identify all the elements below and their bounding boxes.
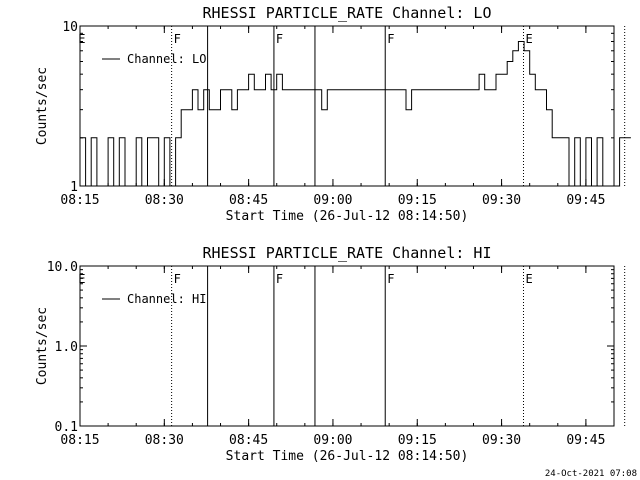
legend-entry: Channel: LO [127,52,206,66]
x-tick-label: 09:30 [482,433,521,448]
event-flag-label: F [276,272,283,286]
footer-timestamp: 24-Oct-2021 07:08 [545,469,637,479]
chart-title: RHESSI PARTICLE_RATE Channel: LO [203,4,492,22]
event-flag-label: F [387,32,394,46]
x-tick-label: 09:15 [398,193,437,208]
x-tick-label: 08:15 [60,433,99,448]
event-flag-label: F [387,272,394,286]
x-tick-label: 08:30 [145,193,184,208]
x-tick-label: 09:45 [566,433,605,448]
y-tick-label: 10.0 [47,260,78,275]
x-tick-label: 08:15 [60,193,99,208]
event-flag-label: E [526,272,533,286]
y-tick-label: 0.1 [55,420,78,435]
y-tick-label: 10 [62,20,78,35]
y-axis-label: Counts/sec [35,307,50,385]
data-series-line [80,41,631,187]
event-flag-label: E [78,32,85,46]
x-axis-label: Start Time (26-Jul-12 08:14:50) [226,209,469,224]
event-flag-label: F [174,32,181,46]
event-flag-label: E [78,272,85,286]
x-tick-label: 09:30 [482,193,521,208]
chart-title: RHESSI PARTICLE_RATE Channel: HI [203,244,492,262]
event-flag-label: E [526,32,533,46]
x-tick-label: 08:30 [145,433,184,448]
x-tick-label: 08:45 [229,433,268,448]
x-tick-label: 09:00 [313,433,352,448]
x-tick-label: 09:00 [313,193,352,208]
event-flag-label: F [174,272,181,286]
y-tick-label: 1 [70,180,78,195]
y-tick-label: 1.0 [55,340,78,355]
event-flag-label: F [276,32,283,46]
y-axis-label: Counts/sec [35,67,50,145]
x-tick-label: 09:45 [566,193,605,208]
plot-frame [79,265,615,427]
x-tick-label: 09:15 [398,433,437,448]
x-tick-label: 08:45 [229,193,268,208]
x-axis-label: Start Time (26-Jul-12 08:14:50) [226,449,469,464]
plot-frame [79,25,615,187]
legend-entry: Channel: HI [127,292,206,306]
